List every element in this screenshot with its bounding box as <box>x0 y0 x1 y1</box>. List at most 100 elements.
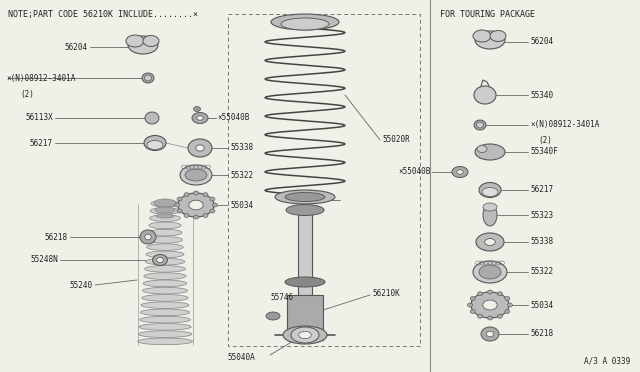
Ellipse shape <box>477 292 483 296</box>
Text: 55323: 55323 <box>530 211 553 219</box>
Text: 56210K: 56210K <box>372 289 400 298</box>
Ellipse shape <box>275 190 335 204</box>
Ellipse shape <box>140 316 190 323</box>
Ellipse shape <box>483 204 497 226</box>
Ellipse shape <box>212 203 218 207</box>
Ellipse shape <box>188 139 212 157</box>
Ellipse shape <box>139 324 191 330</box>
Text: 55020R: 55020R <box>382 135 410 144</box>
Ellipse shape <box>157 257 163 263</box>
Ellipse shape <box>497 292 502 296</box>
Ellipse shape <box>145 234 151 240</box>
Text: 56218: 56218 <box>45 232 68 241</box>
Text: 55040A: 55040A <box>227 353 255 362</box>
Ellipse shape <box>143 35 159 46</box>
Ellipse shape <box>193 191 198 195</box>
Ellipse shape <box>142 295 188 301</box>
Ellipse shape <box>197 116 204 120</box>
Ellipse shape <box>177 209 182 213</box>
Text: (2): (2) <box>538 136 552 145</box>
Text: 56218: 56218 <box>530 330 553 339</box>
Ellipse shape <box>285 192 325 202</box>
Text: 55034: 55034 <box>230 201 253 209</box>
Ellipse shape <box>505 296 510 301</box>
Ellipse shape <box>184 214 189 217</box>
Text: ×55040B: ×55040B <box>399 167 431 176</box>
Ellipse shape <box>147 141 163 150</box>
Bar <box>228 14 420 346</box>
Ellipse shape <box>203 193 208 197</box>
Ellipse shape <box>484 238 495 246</box>
Ellipse shape <box>490 31 506 42</box>
Ellipse shape <box>155 207 175 213</box>
Ellipse shape <box>142 73 154 83</box>
Bar <box>287 295 323 340</box>
Text: 55338: 55338 <box>530 237 553 247</box>
Ellipse shape <box>128 36 158 54</box>
Ellipse shape <box>505 310 510 314</box>
Ellipse shape <box>154 199 176 207</box>
Text: ×(N)08912-3401A: ×(N)08912-3401A <box>530 121 600 129</box>
Text: 55034: 55034 <box>530 301 553 310</box>
Ellipse shape <box>474 120 486 130</box>
Ellipse shape <box>175 203 179 207</box>
Text: ×(N)08912-3401A: ×(N)08912-3401A <box>6 74 76 83</box>
Ellipse shape <box>486 331 493 337</box>
Ellipse shape <box>143 280 187 287</box>
Text: (2): (2) <box>20 90 34 99</box>
Ellipse shape <box>193 215 198 219</box>
Ellipse shape <box>196 145 204 151</box>
Ellipse shape <box>474 86 496 104</box>
Text: A/3 A 0339: A/3 A 0339 <box>584 356 630 365</box>
Ellipse shape <box>281 18 329 30</box>
Text: ×55040B: ×55040B <box>217 113 250 122</box>
Ellipse shape <box>473 261 507 283</box>
Text: 55340F: 55340F <box>530 148 557 157</box>
Ellipse shape <box>475 31 505 49</box>
Ellipse shape <box>184 193 189 197</box>
Text: 55322: 55322 <box>530 267 553 276</box>
Ellipse shape <box>291 327 319 343</box>
Ellipse shape <box>138 331 192 337</box>
Ellipse shape <box>483 203 497 211</box>
Ellipse shape <box>471 292 509 318</box>
Ellipse shape <box>271 14 339 30</box>
Ellipse shape <box>150 215 180 221</box>
Text: 55240: 55240 <box>70 280 93 289</box>
Ellipse shape <box>286 205 324 215</box>
Text: 55322: 55322 <box>230 170 253 180</box>
Text: 56217: 56217 <box>530 186 553 195</box>
Ellipse shape <box>476 233 504 251</box>
Ellipse shape <box>143 287 188 294</box>
Ellipse shape <box>145 266 186 272</box>
Ellipse shape <box>482 187 498 196</box>
Ellipse shape <box>178 193 214 217</box>
Ellipse shape <box>177 197 182 201</box>
Ellipse shape <box>148 229 182 236</box>
Ellipse shape <box>477 314 483 318</box>
Ellipse shape <box>473 30 491 42</box>
Ellipse shape <box>147 244 183 250</box>
Ellipse shape <box>475 144 505 160</box>
Text: 55248N: 55248N <box>30 256 58 264</box>
Ellipse shape <box>481 327 499 341</box>
Ellipse shape <box>126 35 144 47</box>
Ellipse shape <box>203 214 208 217</box>
Text: 56217: 56217 <box>30 138 53 148</box>
Ellipse shape <box>488 290 493 294</box>
Ellipse shape <box>470 296 475 301</box>
Text: NOTE;PART CODE 56210K INCLUDE........×: NOTE;PART CODE 56210K INCLUDE........× <box>8 10 198 19</box>
Ellipse shape <box>497 314 502 318</box>
Ellipse shape <box>180 165 212 185</box>
Ellipse shape <box>457 170 463 174</box>
Ellipse shape <box>144 135 166 151</box>
Ellipse shape <box>145 258 185 265</box>
Ellipse shape <box>149 222 181 229</box>
Ellipse shape <box>479 183 501 198</box>
Text: 55340: 55340 <box>530 90 553 99</box>
Ellipse shape <box>141 302 189 308</box>
Ellipse shape <box>470 310 475 314</box>
Ellipse shape <box>285 277 325 287</box>
Text: 56113X: 56113X <box>25 113 53 122</box>
Ellipse shape <box>483 300 497 310</box>
